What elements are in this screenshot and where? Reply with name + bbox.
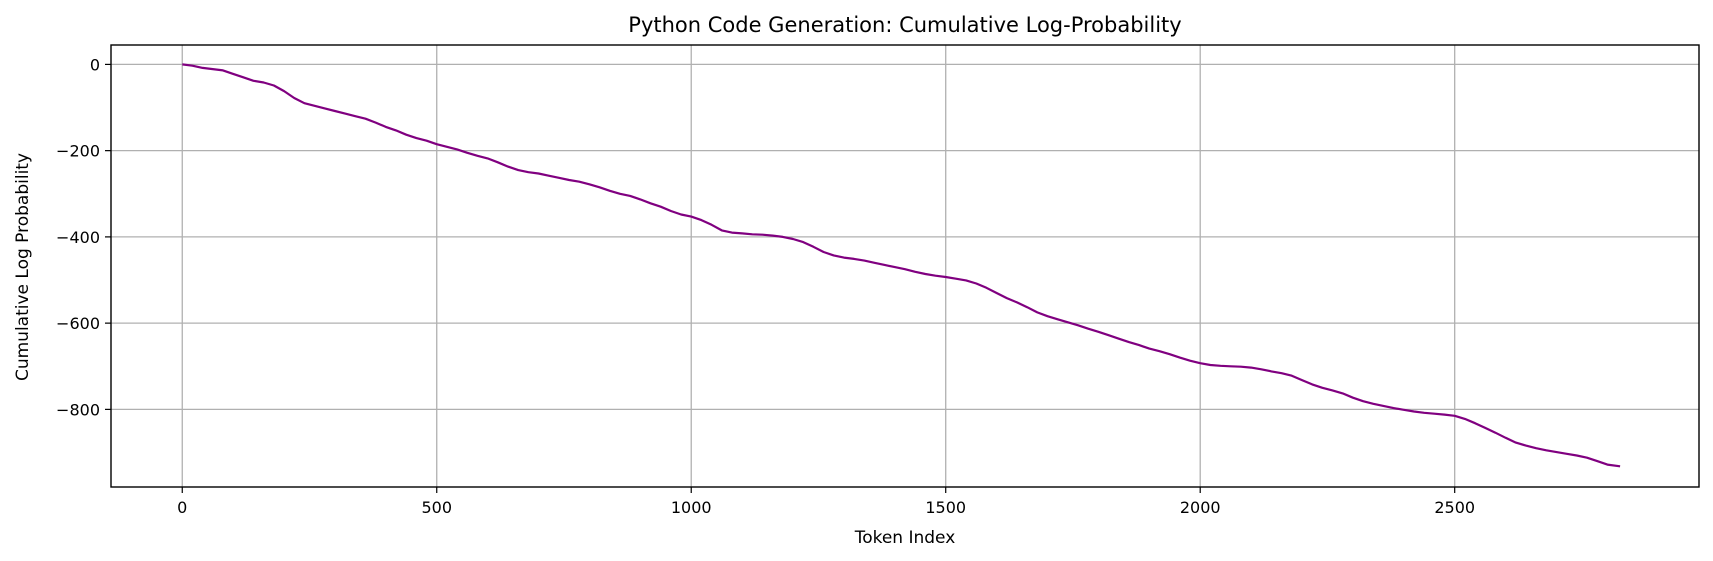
y-axis-title: Cumulative Log Probability <box>13 153 33 381</box>
y-tick-label: −600 <box>56 314 100 333</box>
series-layer <box>182 63 1621 468</box>
x-tick-label: 1500 <box>925 498 966 517</box>
x-tick-label: 1000 <box>671 498 712 517</box>
y-tick-label: −400 <box>56 228 100 247</box>
plot-frame <box>110 44 1700 488</box>
chart-title: Python Code Generation: Cumulative Log-P… <box>628 13 1181 37</box>
y-tick-label: −200 <box>56 142 100 161</box>
x-axis-title: Token Index <box>854 528 956 548</box>
x-tick-label: 0 <box>177 498 187 517</box>
x-tick-label: 500 <box>421 498 452 517</box>
x-tick-label: 2500 <box>1434 498 1475 517</box>
x-tick-label: 2000 <box>1180 498 1221 517</box>
tick-layer: 0 500 1000 1500 2000 2500 0 −200 −400 −600 −800 <box>56 55 1475 517</box>
y-tick-label: −800 <box>56 400 100 419</box>
series-line <box>182 63 1621 468</box>
y-tick-label: 0 <box>90 55 100 74</box>
grid-layer <box>111 45 1699 487</box>
